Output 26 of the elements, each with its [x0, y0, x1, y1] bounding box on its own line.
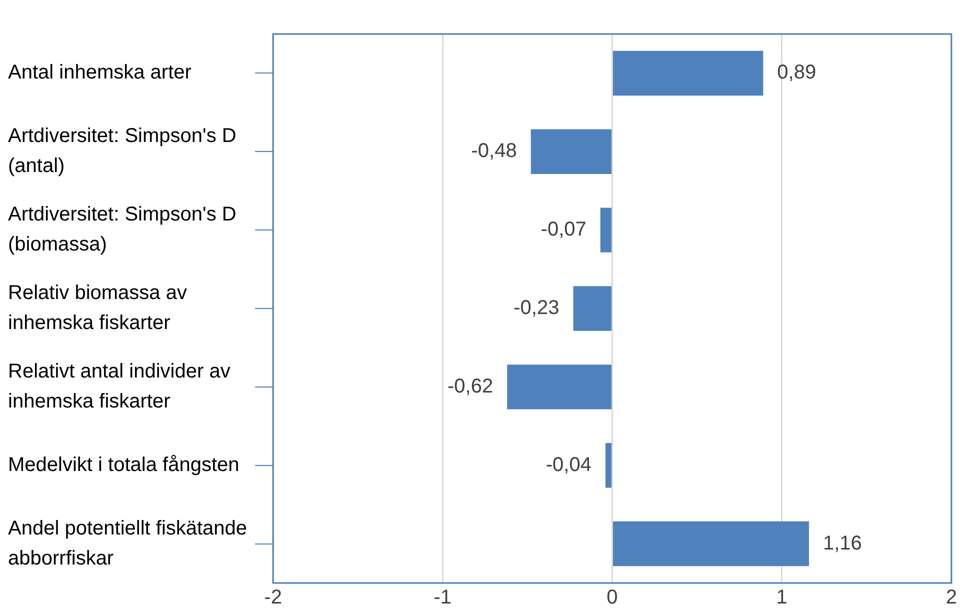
- bar: [573, 286, 612, 331]
- bar: [612, 521, 809, 566]
- y-tick-label: Andel potentiellt fiskätande abborrfiskar: [8, 517, 248, 570]
- data-label: -0,07: [540, 218, 586, 241]
- bar: [612, 50, 764, 96]
- x-tick-label: 1: [776, 586, 788, 609]
- y-tick-label: Relativt antal individer av inhemska fiskarter: [8, 360, 230, 412]
- x-tick-label: -1: [434, 586, 452, 609]
- data-label: -0,48: [471, 140, 517, 162]
- bar: [600, 208, 612, 252]
- y-tick-label: Medelvikt i totala fångsten: [8, 454, 240, 476]
- y-tick-label: Artdiversitet: Simpson's D (biomassa): [8, 204, 236, 256]
- data-label: -0,23: [514, 297, 560, 320]
- data-label: -0,04: [546, 454, 592, 476]
- bar: [530, 129, 612, 174]
- y-tick-label: Artdiversitet: Simpson's D (antal): [8, 125, 236, 178]
- y-tick-label: Antal inhemska arter: [8, 62, 192, 84]
- bar: [507, 364, 612, 410]
- x-tick-label: 0: [606, 586, 618, 609]
- data-label: 1,16: [822, 532, 862, 554]
- x-tick-label: 2: [946, 586, 957, 609]
- data-label: -0,62: [448, 375, 494, 398]
- bar: [605, 443, 612, 488]
- x-tick-label: -2: [264, 586, 282, 609]
- y-tick-label: Relativ biomassa av inhemska fiskarter: [8, 282, 187, 334]
- data-label: 0,89: [777, 62, 816, 84]
